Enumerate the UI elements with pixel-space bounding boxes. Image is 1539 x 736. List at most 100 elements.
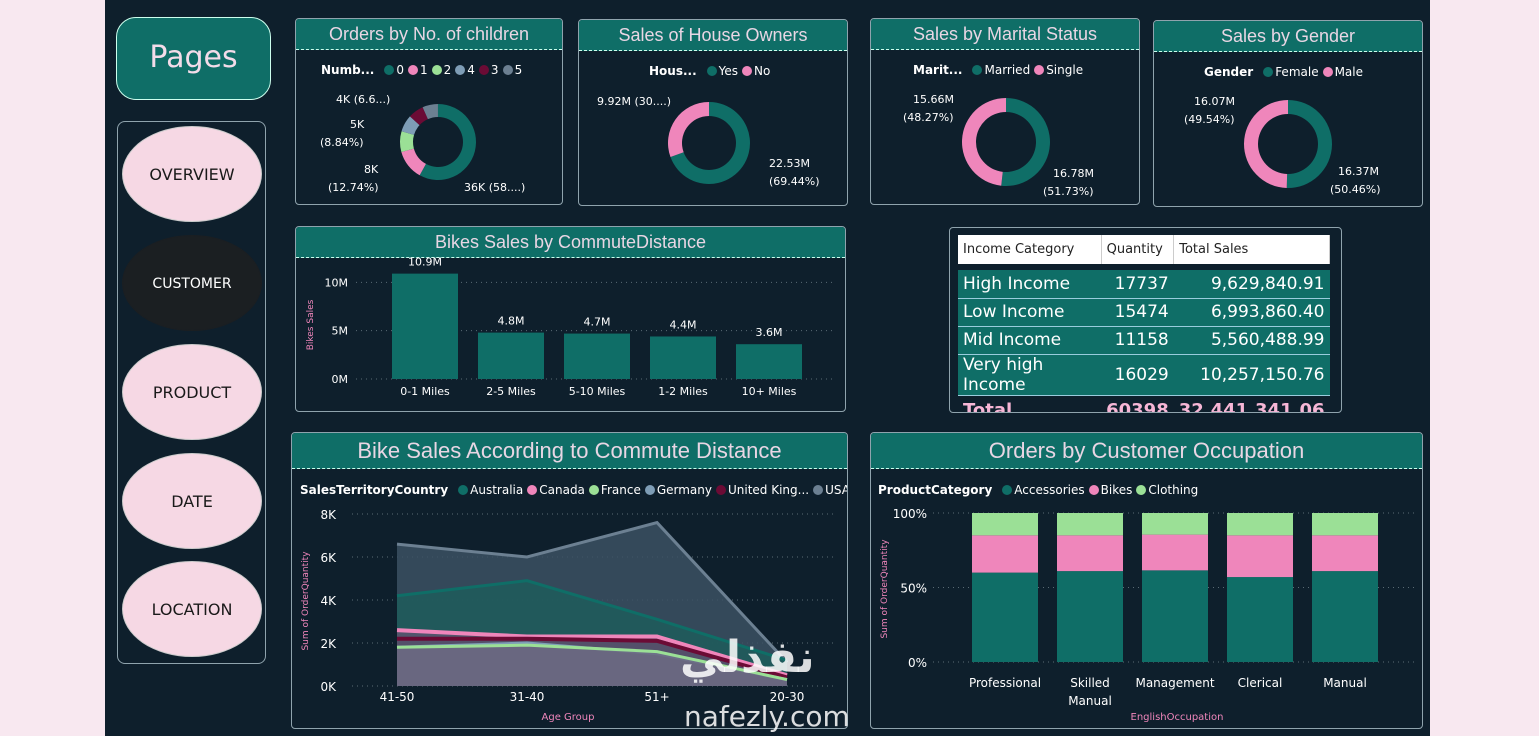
bar[interactable] (478, 332, 544, 379)
y-axis-label: Bikes Sales (306, 299, 316, 350)
legend-item[interactable]: No (754, 64, 771, 78)
chart-legend: Numb... 0 1 2 4 3 5 (321, 63, 522, 77)
bar-segment-Clothing[interactable] (1142, 513, 1208, 535)
total-row: Total 60398 32,441,341.06 (958, 395, 1330, 412)
donut-slice-Female[interactable] (1286, 100, 1332, 188)
legend-item[interactable]: France (600, 483, 641, 497)
data-label: 4.7M (584, 316, 611, 329)
donut-slice-4[interactable] (401, 116, 420, 135)
table-cell: 9,629,840.91 (1210, 273, 1325, 294)
legend-item[interactable]: Canada (539, 483, 585, 497)
legend-item[interactable]: Bikes (1100, 483, 1133, 497)
legend-dot-icon (1322, 67, 1333, 77)
chart-legend: SalesTerritoryCountry Australia Canada Fran… (300, 483, 848, 497)
data-label: 4.4M (670, 318, 697, 331)
legend-dot-icon (813, 485, 824, 495)
bar-segment-Bikes[interactable] (1142, 534, 1208, 571)
card-title: Bike Sales According to Commute Distance (292, 433, 847, 469)
bar-segment-Bikes[interactable] (1227, 535, 1293, 578)
nav-date-button[interactable]: DATE (122, 453, 262, 549)
legend-item[interactable]: 1 (420, 63, 428, 77)
legend-item[interactable]: United King... (727, 483, 810, 497)
bar[interactable] (392, 273, 458, 379)
bar-segment-Bikes[interactable] (972, 535, 1038, 573)
legend-item[interactable]: 4 (467, 63, 475, 77)
legend-item[interactable]: Female (1275, 65, 1319, 79)
donut-slice-2[interactable] (400, 131, 415, 153)
legend-item[interactable]: Yes (718, 64, 739, 78)
donut-slice-Married[interactable] (1001, 98, 1050, 186)
bar-segment-Bikes[interactable] (1312, 535, 1378, 572)
area-France[interactable] (397, 645, 787, 686)
bar-segment-Accessories[interactable] (1227, 577, 1293, 662)
bar-segment-Accessories[interactable] (1057, 571, 1123, 662)
column-header[interactable]: Income Category (958, 235, 1102, 264)
chart-legend: Marit... Married Single (913, 63, 1083, 77)
bar-segment-Accessories[interactable] (1312, 571, 1378, 662)
nav-customer-button[interactable]: CUSTOMER (122, 235, 262, 331)
y-tick-label: 8K (320, 508, 337, 522)
bar-segment-Clothing[interactable] (1227, 513, 1293, 536)
legend-item[interactable]: Married (984, 63, 1031, 77)
area-chart: 8K 6K 4K 2K 0K 41-50 31-40 51+ 20-30 Age Group Sum… (301, 508, 837, 723)
column-header[interactable]: Quantity (1101, 235, 1175, 264)
table-row[interactable]: Mid Income 11158 5,560,488.99 (958, 326, 1330, 354)
bar-segment-Accessories[interactable] (972, 572, 1038, 662)
donut-slice-5[interactable] (422, 104, 438, 120)
legend-title: Numb... (321, 63, 375, 77)
legend-item[interactable]: 5 (514, 63, 523, 77)
legend-item[interactable]: Australia (470, 483, 524, 497)
data-label: (69.44%) (769, 175, 820, 188)
y-axis-label: Sum of OrderQuantity (301, 551, 311, 651)
donut-slice-1[interactable] (401, 148, 426, 176)
legend-item[interactable]: Male (1334, 65, 1364, 79)
table-row[interactable]: Very high Income 16029 10,257,150.76 (958, 354, 1330, 395)
nav-product-button[interactable]: PRODUCT (122, 344, 262, 440)
y-tick-label: 10M (325, 276, 349, 289)
legend-dot-icon (502, 65, 513, 75)
legend-item[interactable]: 0 (396, 63, 404, 77)
income-table: Income Category Quantity Total Sales High I… (958, 235, 1330, 412)
legend-dot-icon (478, 65, 489, 75)
donut-slice-Single[interactable] (962, 98, 1006, 186)
table-cell: 16029 (1114, 364, 1169, 385)
legend-item[interactable]: 2 (443, 63, 452, 77)
table-row[interactable]: High Income 17737 9,629,840.91 (958, 270, 1330, 298)
commute-bar-card: Bikes Sales by CommuteDistance 10M 5M 0M Bi… (295, 226, 846, 412)
x-tick-label: Management (1135, 676, 1214, 690)
donut-slice-Male[interactable] (1243, 100, 1288, 188)
legend-item[interactable]: USA (825, 483, 848, 497)
data-label: 4K (6.6...) (336, 93, 391, 106)
bar-segment-Accessories[interactable] (1142, 570, 1208, 662)
legend-item[interactable]: Germany (656, 483, 712, 497)
line-Canada (396, 628, 788, 678)
donut-slice-0[interactable] (419, 104, 476, 180)
data-label: 36K (58....) (464, 181, 526, 194)
table-cell: 11158 (1114, 330, 1169, 350)
nav-location-button[interactable]: LOCATION (122, 561, 262, 657)
legend-item[interactable]: Single (1046, 63, 1084, 77)
bar-segment-Bikes[interactable] (1057, 535, 1123, 572)
bar-segment-Clothing[interactable] (1312, 513, 1378, 536)
legend-item[interactable]: 3 (490, 63, 499, 77)
legend-dot-icon (972, 65, 983, 75)
donut-chart (668, 102, 750, 184)
bar-segment-Clothing[interactable] (1057, 513, 1123, 536)
legend-dot-icon (1136, 485, 1147, 495)
legend-title: SalesTerritoryCountry (300, 483, 449, 497)
bar[interactable] (564, 333, 630, 379)
donut-slice-No[interactable] (668, 102, 709, 158)
column-header[interactable]: Total Sales (1173, 235, 1330, 264)
line-USA (396, 520, 789, 664)
donut-slice-Yes[interactable] (670, 102, 750, 184)
card-title: Sales by Gender (1154, 21, 1422, 52)
nav-overview-button[interactable]: OVERVIEW (122, 126, 262, 222)
table-row[interactable]: Low Income 15474 6,993,860.40 (958, 298, 1330, 326)
bar[interactable] (736, 344, 802, 379)
legend-item[interactable]: Accessories (1014, 483, 1085, 497)
data-label: 15.66M (913, 93, 954, 106)
bar-segment-Clothing[interactable] (972, 513, 1038, 536)
donut-slice-3[interactable] (409, 107, 428, 126)
legend-item[interactable]: Clothing (1148, 483, 1199, 497)
bar[interactable] (650, 336, 716, 379)
